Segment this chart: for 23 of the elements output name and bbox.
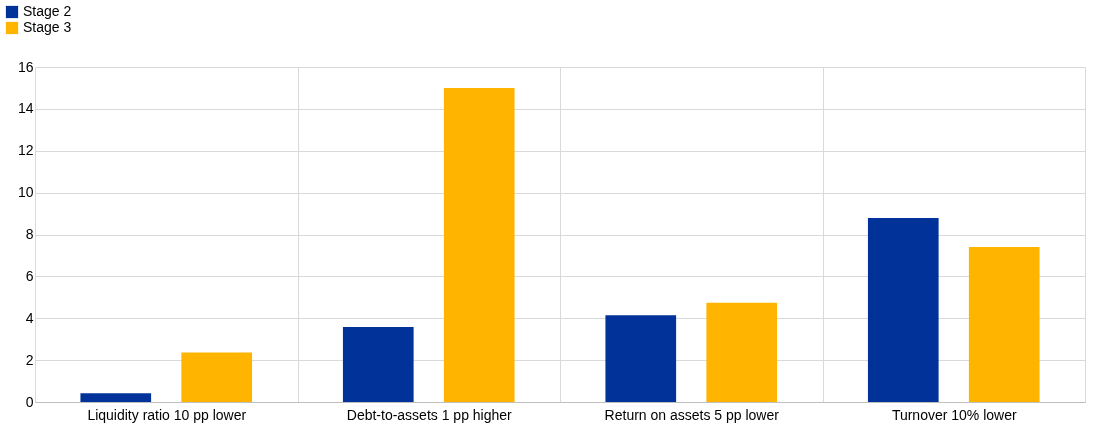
y-tick-label: 2: [25, 351, 34, 368]
x-tick-label: Debt-to-assets 1 pp higher: [346, 406, 513, 423]
y-tick-label: 10: [17, 184, 34, 201]
bar: [342, 327, 414, 402]
legend-label: Stage 2: [23, 3, 72, 19]
y-tick-label: 8: [25, 226, 34, 242]
x-tick-label: Return on assets 5 pp lower: [604, 406, 780, 423]
bar: [181, 352, 253, 402]
bar: [968, 247, 1040, 402]
y-tick-label: 16: [17, 58, 34, 75]
bar: [443, 87, 515, 402]
y-tick-label: 0: [25, 393, 34, 410]
bar: [80, 393, 152, 402]
legend-label: Stage 3: [23, 19, 72, 35]
y-tick-label: 12: [17, 142, 34, 159]
bar: [706, 302, 778, 402]
y-tick-label: 4: [25, 309, 34, 326]
bar: [605, 315, 677, 402]
x-tick-label: Turnover 10% lower: [891, 406, 1017, 423]
y-tick-label: 14: [17, 100, 34, 117]
bar: [867, 217, 939, 402]
x-tick-label: Liquidity ratio 10 pp lower: [87, 406, 247, 423]
y-tick-label: 6: [25, 267, 34, 284]
